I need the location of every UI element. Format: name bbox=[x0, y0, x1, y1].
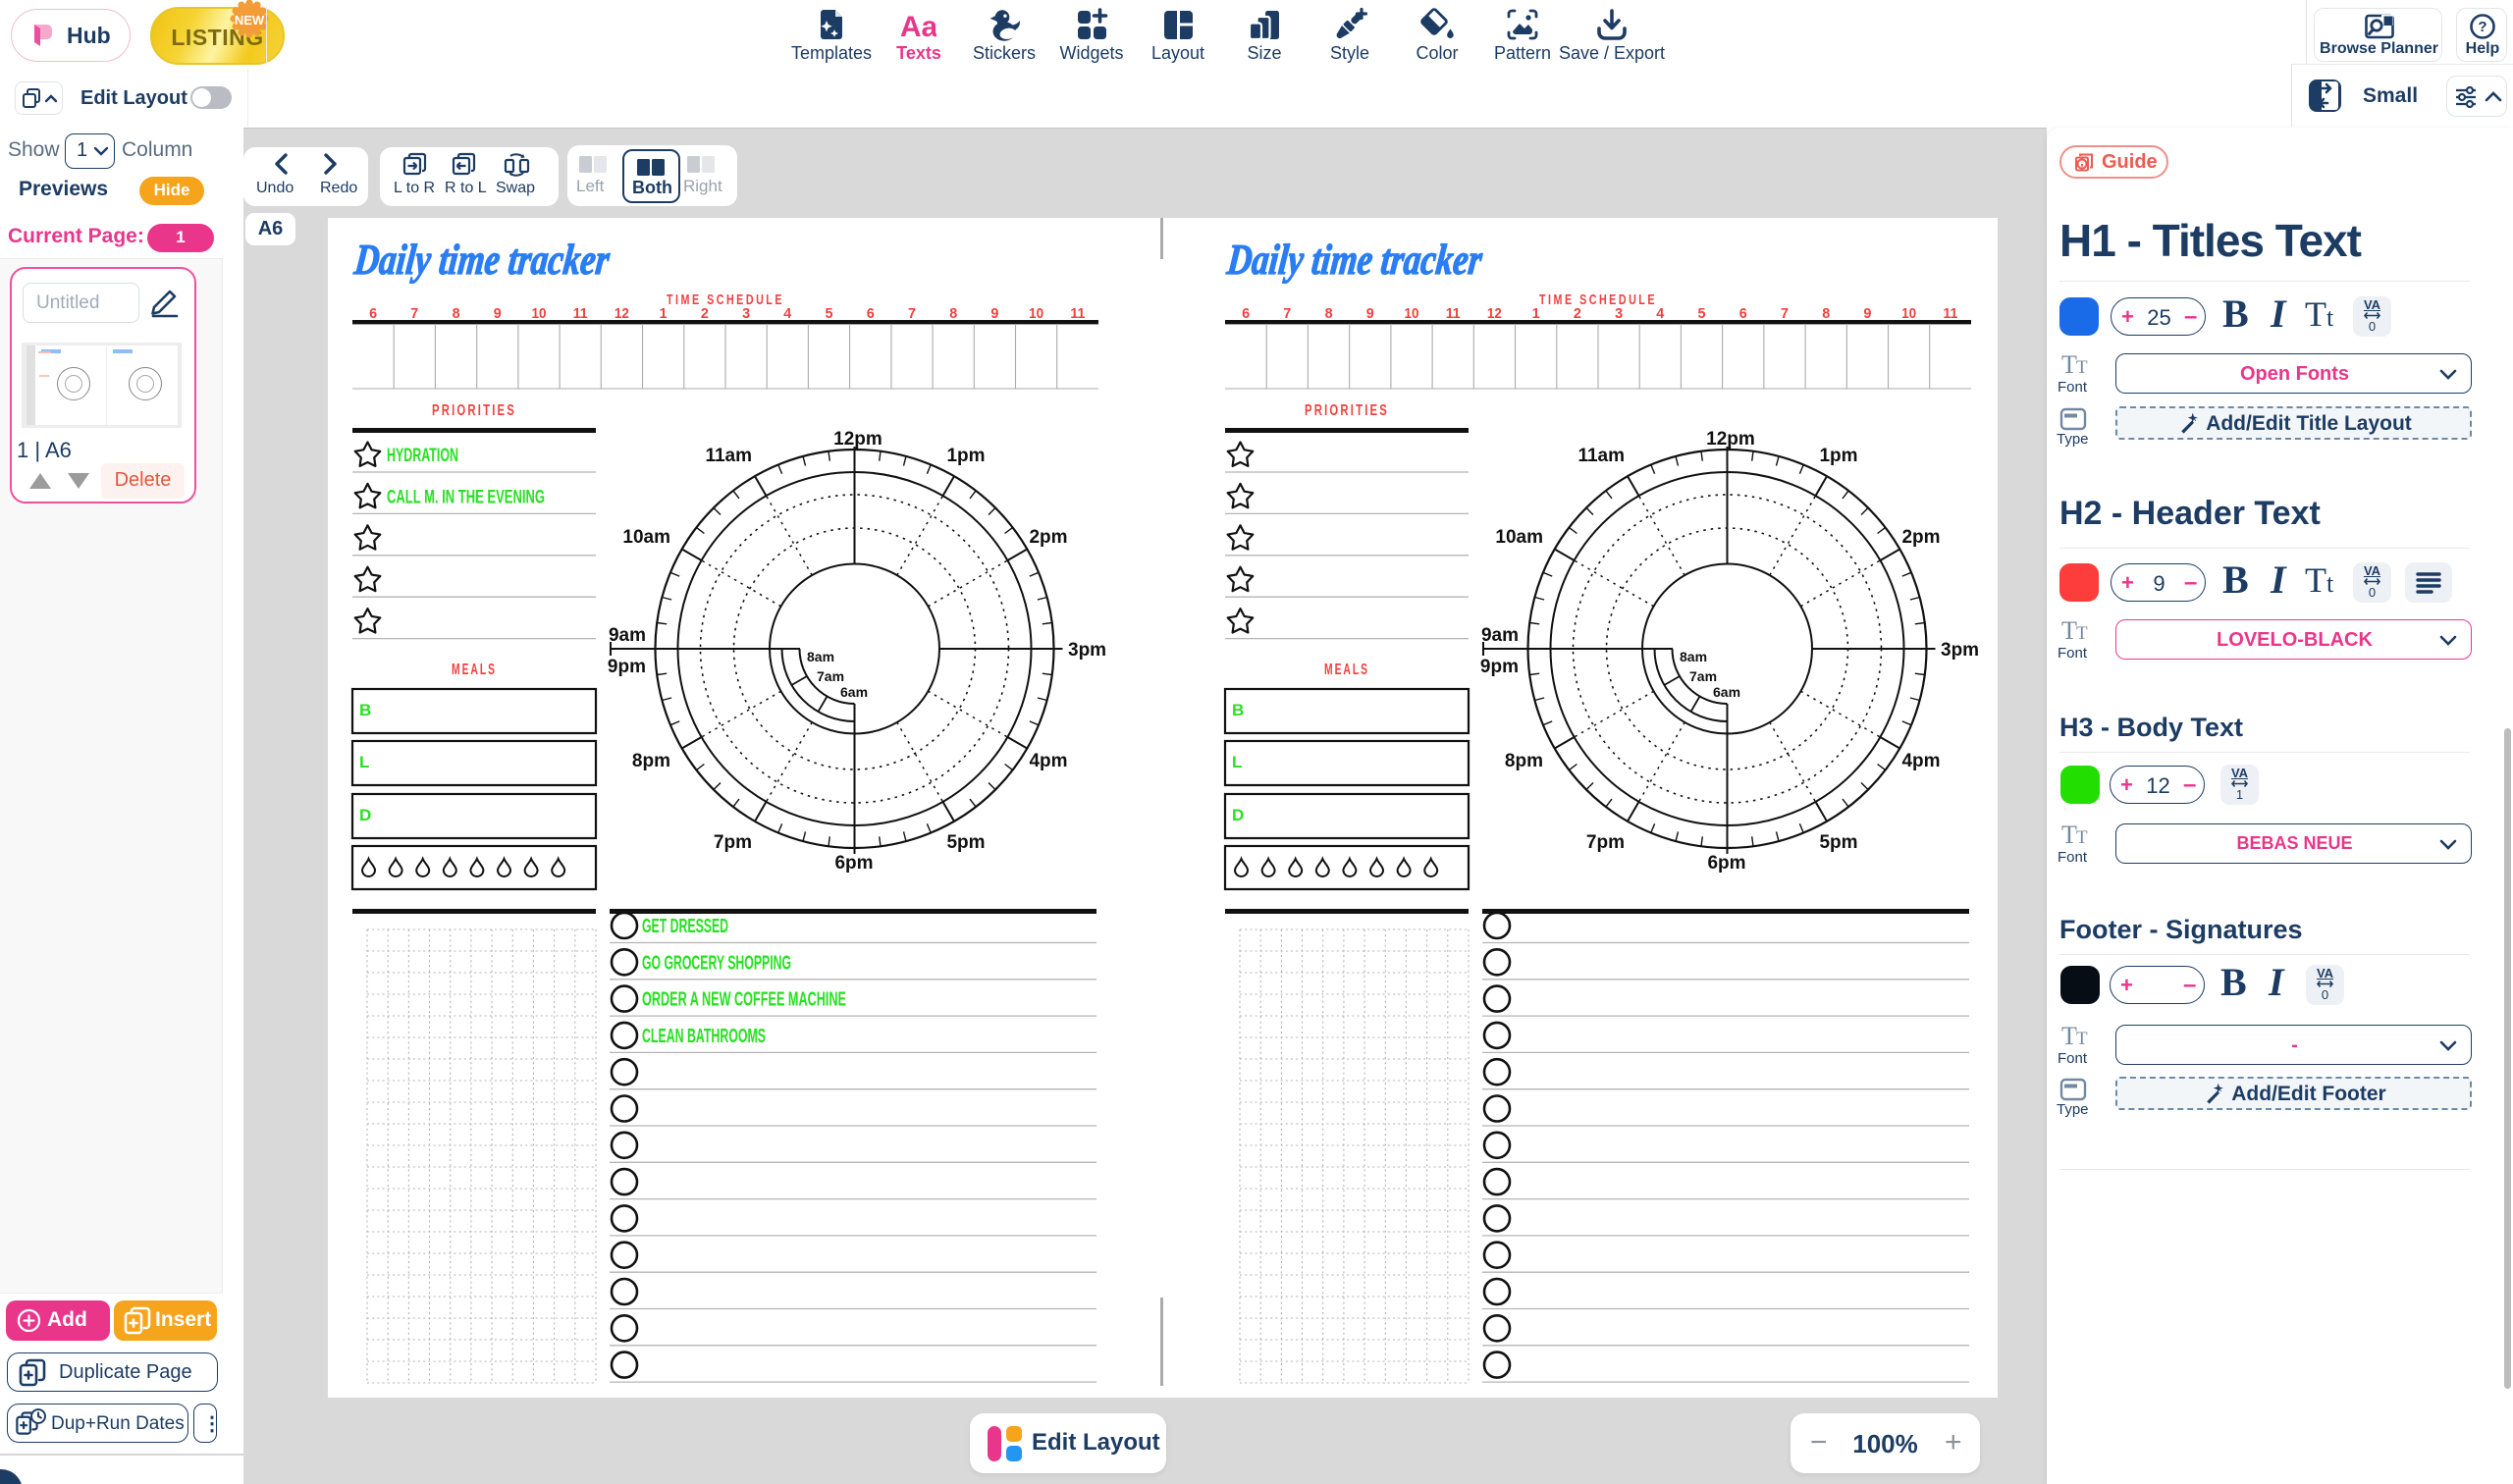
svg-text:CLEAN BATHROOMS: CLEAN BATHROOMS bbox=[642, 1026, 766, 1047]
svg-text:T: T bbox=[2061, 619, 2077, 645]
svg-text:2: 2 bbox=[1574, 305, 1581, 322]
svg-text:9pm: 9pm bbox=[1480, 657, 1519, 677]
svg-text:8pm: 8pm bbox=[1505, 751, 1543, 771]
svg-text:5pm: 5pm bbox=[1819, 832, 1857, 853]
svg-text:1pm: 1pm bbox=[1819, 446, 1857, 466]
svg-text:6am: 6am bbox=[840, 684, 868, 700]
svg-text:11am: 11am bbox=[705, 446, 752, 466]
svg-text:T: T bbox=[2076, 1029, 2088, 1049]
svg-text:D: D bbox=[1232, 806, 1244, 824]
svg-text:7: 7 bbox=[908, 305, 916, 322]
svg-text:7: 7 bbox=[410, 305, 418, 322]
svg-text:8: 8 bbox=[1822, 305, 1830, 322]
svg-text:Aa: Aa bbox=[901, 11, 936, 42]
svg-text:2pm: 2pm bbox=[1029, 527, 1067, 548]
svg-text:6: 6 bbox=[867, 305, 875, 322]
svg-text:10: 10 bbox=[532, 305, 547, 322]
svg-text:9: 9 bbox=[1863, 305, 1871, 322]
svg-text:9: 9 bbox=[494, 305, 502, 322]
svg-text:9: 9 bbox=[990, 305, 998, 322]
svg-text:NEW: NEW bbox=[235, 13, 265, 27]
svg-text:12pm: 12pm bbox=[833, 429, 882, 450]
svg-text:MEALS: MEALS bbox=[452, 662, 497, 678]
svg-text:7pm: 7pm bbox=[1586, 832, 1625, 853]
svg-text:12: 12 bbox=[1487, 305, 1502, 322]
svg-text:12pm: 12pm bbox=[1706, 429, 1755, 450]
svg-text:B: B bbox=[1232, 701, 1244, 719]
svg-text:3: 3 bbox=[1615, 305, 1623, 322]
svg-text:1pm: 1pm bbox=[946, 446, 985, 466]
svg-text:10: 10 bbox=[1405, 305, 1419, 322]
svg-text:10: 10 bbox=[1029, 305, 1043, 322]
svg-text:HYDRATION: HYDRATION bbox=[387, 446, 458, 466]
svg-text:CALL M. IN THE EVENING: CALL M. IN THE EVENING bbox=[387, 487, 545, 507]
svg-text:10am: 10am bbox=[1495, 527, 1543, 548]
svg-text:TIME SCHEDULE: TIME SCHEDULE bbox=[1539, 292, 1657, 308]
svg-text:T: T bbox=[2076, 827, 2088, 848]
svg-text:GET DRESSED: GET DRESSED bbox=[642, 916, 728, 937]
svg-text:8am: 8am bbox=[1680, 649, 1707, 664]
svg-text:6pm: 6pm bbox=[1707, 853, 1745, 874]
svg-text:4: 4 bbox=[783, 305, 792, 322]
svg-text:8: 8 bbox=[1325, 305, 1333, 322]
svg-text:9: 9 bbox=[1366, 305, 1374, 322]
svg-text:T: T bbox=[2061, 1025, 2077, 1050]
svg-text:9pm: 9pm bbox=[608, 657, 646, 677]
svg-text:11: 11 bbox=[573, 305, 588, 322]
svg-text:MEALS: MEALS bbox=[1324, 662, 1369, 678]
svg-text:5: 5 bbox=[826, 305, 833, 322]
svg-text:11: 11 bbox=[1943, 305, 1957, 322]
svg-text:GO GROCERY SHOPPING: GO GROCERY SHOPPING bbox=[642, 952, 791, 974]
svg-text:12: 12 bbox=[615, 305, 629, 322]
svg-text:6: 6 bbox=[1242, 305, 1250, 322]
svg-text:6pm: 6pm bbox=[834, 853, 873, 874]
svg-text:3pm: 3pm bbox=[1941, 640, 1979, 661]
svg-text:11: 11 bbox=[1446, 305, 1461, 322]
svg-text:2pm: 2pm bbox=[1901, 527, 1940, 548]
svg-text:8am: 8am bbox=[807, 649, 834, 664]
svg-text:2: 2 bbox=[701, 305, 709, 322]
svg-text:T: T bbox=[2076, 623, 2088, 644]
svg-text:6am: 6am bbox=[1713, 684, 1740, 700]
svg-text:4pm: 4pm bbox=[1901, 751, 1940, 771]
svg-text:ORDER A NEW COFFEE MACHINE: ORDER A NEW COFFEE MACHINE bbox=[642, 989, 846, 1011]
svg-text:TIME SCHEDULE: TIME SCHEDULE bbox=[667, 292, 784, 308]
svg-text:4: 4 bbox=[1656, 305, 1665, 322]
svg-text:8: 8 bbox=[949, 305, 957, 322]
svg-text:PRIORITIES: PRIORITIES bbox=[1305, 402, 1389, 419]
svg-text:Daily time tracker: Daily time tracker bbox=[351, 236, 613, 284]
svg-text:?: ? bbox=[2478, 19, 2486, 35]
svg-text:7am: 7am bbox=[1689, 668, 1717, 684]
svg-text:7am: 7am bbox=[817, 668, 844, 684]
svg-text:1: 1 bbox=[660, 305, 668, 322]
svg-text:5pm: 5pm bbox=[946, 832, 985, 853]
svg-text:Daily time tracker: Daily time tracker bbox=[1224, 236, 1485, 284]
svg-text:11: 11 bbox=[1070, 305, 1085, 322]
svg-text:6: 6 bbox=[369, 305, 377, 322]
svg-text:3: 3 bbox=[742, 305, 750, 322]
svg-text:L: L bbox=[1232, 753, 1242, 771]
svg-text:11am: 11am bbox=[1577, 446, 1625, 466]
svg-text:9am: 9am bbox=[1481, 625, 1519, 646]
svg-text:5: 5 bbox=[1698, 305, 1706, 322]
svg-text:4pm: 4pm bbox=[1029, 751, 1067, 771]
svg-text:7pm: 7pm bbox=[714, 832, 752, 853]
svg-text:7: 7 bbox=[1781, 305, 1789, 322]
svg-text:7: 7 bbox=[1283, 305, 1291, 322]
svg-text:L: L bbox=[359, 753, 369, 771]
svg-text:10am: 10am bbox=[622, 527, 670, 548]
svg-text:D: D bbox=[359, 806, 371, 824]
svg-text:B: B bbox=[359, 701, 371, 719]
svg-text:10: 10 bbox=[1901, 305, 1916, 322]
svg-text:PRIORITIES: PRIORITIES bbox=[432, 402, 516, 419]
svg-text:3pm: 3pm bbox=[1068, 640, 1106, 661]
svg-text:T: T bbox=[2061, 823, 2077, 849]
svg-text:T: T bbox=[2076, 357, 2088, 378]
svg-text:T: T bbox=[2061, 353, 2077, 379]
svg-text:1: 1 bbox=[1532, 305, 1540, 322]
svg-text:8: 8 bbox=[453, 305, 460, 322]
svg-text:9am: 9am bbox=[609, 625, 646, 646]
svg-text:8pm: 8pm bbox=[632, 751, 670, 771]
svg-text:6: 6 bbox=[1739, 305, 1747, 322]
